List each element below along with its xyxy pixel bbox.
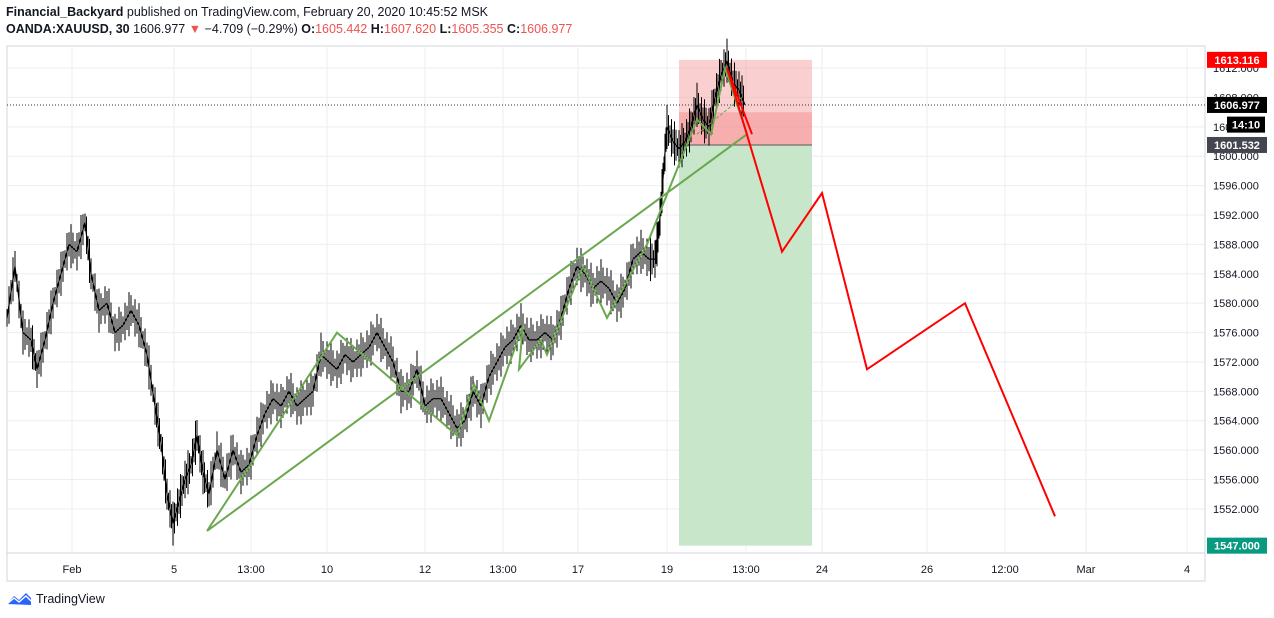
x-tick-label: 12:00 <box>991 564 1019 576</box>
x-tick-label: 13:00 <box>732 564 760 576</box>
y-tick-label: 1568.000 <box>1213 386 1259 398</box>
high-label: H: <box>370 22 384 36</box>
y-tick-label: 1588.000 <box>1213 239 1259 251</box>
projection-path[interactable] <box>726 67 1056 517</box>
high-value: 1607.620 <box>383 22 437 36</box>
x-tick-label: 13:00 <box>237 564 265 576</box>
x-tick-label: 12 <box>419 564 431 576</box>
y-tick-label: 1600.000 <box>1213 151 1259 163</box>
x-tick-label: Feb <box>63 564 82 576</box>
x-tick-label: 13:00 <box>489 564 517 576</box>
x-tick-label: 5 <box>171 564 177 576</box>
price-change: −4.709 (−0.29%) <box>204 22 298 36</box>
price-axis-tag <box>1227 116 1265 133</box>
ohlc-legend: OANDA:XAUUSD, 30 1606.977 ▼ −4.709 (−0.2… <box>6 22 572 36</box>
y-tick-label: 1552.000 <box>1213 504 1259 516</box>
x-tick-label: 24 <box>816 564 828 576</box>
projection-branch <box>726 67 753 135</box>
y-tick-label: 1576.000 <box>1213 328 1259 340</box>
author-name[interactable]: Financial_Backyard <box>6 5 124 19</box>
x-tick-label: 10 <box>321 564 333 576</box>
price-axis-tag-text: 1606.977 <box>1214 100 1260 112</box>
take-profit-zone[interactable] <box>679 144 812 546</box>
tradingview-brand: TradingView <box>36 592 105 606</box>
y-tick-label: 1592.000 <box>1213 210 1259 222</box>
close-value: 1606.977 <box>520 22 573 36</box>
tradingview-logo-icon <box>6 593 32 605</box>
publish-line: Financial_Backyard published on TradingV… <box>6 5 488 19</box>
y-tick-label: 1572.000 <box>1213 357 1259 369</box>
x-tick-label: 26 <box>921 564 933 576</box>
price-axis-tag-text: 1613.116 <box>1214 55 1259 67</box>
close-label: C: <box>507 22 521 36</box>
x-tick-label: 19 <box>661 564 673 576</box>
down-arrow-icon: ▼ <box>188 22 202 36</box>
price-axis-tag <box>1207 537 1267 554</box>
price-axis-tag <box>1207 136 1267 153</box>
tradingview-footer[interactable]: TradingView <box>6 592 105 606</box>
open-label: O: <box>301 22 316 36</box>
x-tick-label: 4 <box>1184 564 1190 576</box>
last-price: 1606.977 <box>133 22 186 36</box>
y-tick-label: 1580.000 <box>1213 298 1259 310</box>
low-value: 1605.355 <box>451 22 504 36</box>
price-chart[interactable]: 1552.000 1556.000 1560.000 1564.000 1568.000… <box>0 0 1274 590</box>
y-tick-label: 1564.000 <box>1213 416 1259 428</box>
y-tick-label: 1584.000 <box>1213 269 1259 281</box>
x-tick-label: Mar <box>1077 564 1096 576</box>
y-tick-label: 1596.000 <box>1213 181 1259 193</box>
price-axis-tag-text: 14:10 <box>1232 120 1260 132</box>
open-value: 1605.442 <box>315 22 368 36</box>
price-axis-tag-text: 1601.532 <box>1214 140 1260 152</box>
y-tick-label: 1560.000 <box>1213 445 1259 457</box>
low-label: L: <box>439 22 452 36</box>
published-text: published on TradingView.com, February 2… <box>126 5 489 19</box>
symbol-label: OANDA:XAUUSD, 30 <box>6 22 130 36</box>
zigzag-pattern[interactable] <box>206 64 749 532</box>
y-tick-label: 1556.000 <box>1213 475 1259 487</box>
price-axis-tag <box>1207 96 1267 113</box>
x-tick-label: 17 <box>572 564 584 576</box>
price-axis-tag-text: 1547.000 <box>1214 541 1260 553</box>
price-axis-tag <box>1207 51 1267 68</box>
